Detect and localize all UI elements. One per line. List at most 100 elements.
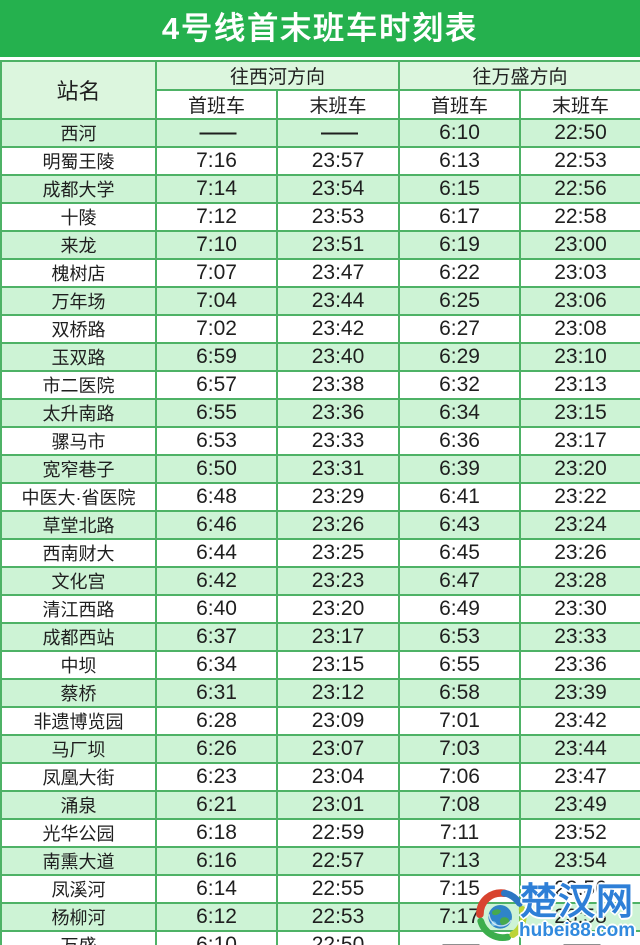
wansheng-first-train-cell: 7:01 bbox=[398, 706, 522, 736]
wansheng-last-train-cell: 23:15 bbox=[519, 398, 640, 428]
station-name-cell: 马厂坝 bbox=[0, 734, 157, 764]
station-name-cell: 成都西站 bbox=[0, 622, 157, 652]
table-row: 成都大学 7:14 23:54 6:15 22:56 bbox=[0, 174, 640, 204]
train-type-header-row: 首班车 末班车 首班车 末班车 bbox=[1, 89, 640, 120]
table-row: 万年场 7:04 23:44 6:25 23:06 bbox=[0, 286, 640, 316]
station-name-cell: 市二医院 bbox=[0, 370, 157, 400]
table-row: 市二医院 6:57 23:38 6:32 23:13 bbox=[0, 370, 640, 400]
wansheng-last-train-cell: 23:17 bbox=[519, 426, 640, 456]
station-name-cell: 非遗博览园 bbox=[0, 706, 157, 736]
wansheng-last-train-cell: 22:53 bbox=[519, 146, 640, 176]
xihe-last-train-cell: 23:40 bbox=[275, 342, 401, 372]
station-name-cell: 涌泉 bbox=[0, 790, 157, 820]
wansheng-first-train-cell: 7:15 bbox=[398, 874, 522, 904]
xihe-first-train-cell: 7:02 bbox=[155, 314, 278, 344]
xihe-first-train-cell: 7:07 bbox=[155, 258, 278, 288]
xihe-last-train-cell: 23:09 bbox=[275, 706, 401, 736]
timetable: 站名 往西河方向 往万盛方向 首班车 末班车 首班车 末班车 西河 —— —— … bbox=[0, 60, 640, 945]
table-row: 南熏大道 6:16 22:57 7:13 23:54 bbox=[0, 846, 640, 876]
xihe-first-train-header: 首班车 bbox=[155, 89, 278, 120]
xihe-first-train-cell: 7:04 bbox=[155, 286, 278, 316]
xihe-last-train-cell: 23:57 bbox=[275, 146, 401, 176]
wansheng-last-train-cell: 23:36 bbox=[519, 650, 640, 680]
xihe-first-train-cell: 6:21 bbox=[155, 790, 278, 820]
xihe-first-train-cell: 7:12 bbox=[155, 202, 278, 232]
station-name-cell: 槐树店 bbox=[0, 258, 157, 288]
xihe-first-train-cell: 6:26 bbox=[155, 734, 278, 764]
station-name-cell: 凤凰大街 bbox=[0, 762, 157, 792]
station-name-cell: 中坝 bbox=[0, 650, 157, 680]
wansheng-last-train-cell: 23:03 bbox=[519, 258, 640, 288]
wansheng-first-train-cell: 6:34 bbox=[398, 398, 522, 428]
wansheng-first-train-cell: 7:06 bbox=[398, 762, 522, 792]
table-row: 光华公园 6:18 22:59 7:11 23:52 bbox=[0, 818, 640, 848]
table-row: 玉双路 6:59 23:40 6:29 23:10 bbox=[0, 342, 640, 372]
wansheng-last-train-cell: 23:39 bbox=[519, 678, 640, 708]
wansheng-first-train-cell: 7:17 bbox=[398, 902, 522, 932]
table-row: 骡马市 6:53 23:33 6:36 23:17 bbox=[0, 426, 640, 456]
wansheng-first-train-cell: 6:13 bbox=[398, 146, 522, 176]
table-row: 文化宫 6:42 23:23 6:47 23:28 bbox=[0, 566, 640, 596]
table-row: 槐树店 7:07 23:47 6:22 23:03 bbox=[0, 258, 640, 288]
table-row: 成都西站 6:37 23:17 6:53 23:33 bbox=[0, 622, 640, 652]
direction-header-row: 站名 往西河方向 往万盛方向 bbox=[0, 60, 640, 120]
table-row: 西河 —— —— 6:10 22:50 bbox=[0, 118, 640, 148]
xihe-last-train-cell: 23:38 bbox=[275, 370, 401, 400]
wansheng-last-train-cell: 22:56 bbox=[519, 174, 640, 204]
station-name-cell: 成都大学 bbox=[0, 174, 157, 204]
xihe-first-train-cell: 6:55 bbox=[155, 398, 278, 428]
station-name-cell: 十陵 bbox=[0, 202, 157, 232]
table-row: 蔡桥 6:31 23:12 6:58 23:39 bbox=[0, 678, 640, 708]
wansheng-last-train-cell: 22:50 bbox=[519, 118, 640, 148]
wansheng-first-train-cell: 7:03 bbox=[398, 734, 522, 764]
wansheng-last-train-cell: 23:10 bbox=[519, 342, 640, 372]
xihe-first-train-cell: 6:57 bbox=[155, 370, 278, 400]
station-name-cell: 西河 bbox=[0, 118, 157, 148]
table-row: 凤凰大街 6:23 23:04 7:06 23:47 bbox=[0, 762, 640, 792]
wansheng-last-train-cell: 23:26 bbox=[519, 538, 640, 568]
xihe-last-train-cell: 23:23 bbox=[275, 566, 401, 596]
station-name-cell: 中医大·省医院 bbox=[0, 482, 157, 512]
xihe-first-train-cell: 6:12 bbox=[155, 902, 278, 932]
wansheng-first-train-cell: 6:49 bbox=[398, 594, 522, 624]
xihe-last-train-cell: 23:54 bbox=[275, 174, 401, 204]
wansheng-first-train-cell: 6:29 bbox=[398, 342, 522, 372]
wansheng-first-train-cell: 6:32 bbox=[398, 370, 522, 400]
station-name-cell: 万年场 bbox=[0, 286, 157, 316]
wansheng-first-train-cell: 6:47 bbox=[398, 566, 522, 596]
xihe-first-train-cell: 6:42 bbox=[155, 566, 278, 596]
xihe-last-train-cell: 23:07 bbox=[275, 734, 401, 764]
wansheng-last-train-cell: 23:42 bbox=[519, 706, 640, 736]
table-row: 西南财大 6:44 23:25 6:45 23:26 bbox=[0, 538, 640, 568]
xihe-last-train-cell: 23:29 bbox=[275, 482, 401, 512]
wansheng-last-train-cell: 23:22 bbox=[519, 482, 640, 512]
wansheng-last-train-cell: 23:24 bbox=[519, 510, 640, 540]
wansheng-first-train-cell: 6:39 bbox=[398, 454, 522, 484]
xihe-last-train-cell: 22:53 bbox=[275, 902, 401, 932]
station-name-cell: 西南财大 bbox=[0, 538, 157, 568]
xihe-first-train-cell: 6:50 bbox=[155, 454, 278, 484]
wansheng-last-train-cell: 23:06 bbox=[519, 286, 640, 316]
xihe-first-train-cell: 6:34 bbox=[155, 650, 278, 680]
wansheng-last-train-cell: 23:08 bbox=[519, 314, 640, 344]
xihe-last-train-cell: 23:25 bbox=[275, 538, 401, 568]
wansheng-first-train-cell: 6:36 bbox=[398, 426, 522, 456]
wansheng-last-train-cell: 23:49 bbox=[519, 790, 640, 820]
xihe-first-train-cell: 7:10 bbox=[155, 230, 278, 260]
wansheng-first-train-cell: 7:13 bbox=[398, 846, 522, 876]
station-name-cell: 光华公园 bbox=[0, 818, 157, 848]
wansheng-first-train-cell: 6:53 bbox=[398, 622, 522, 652]
station-name-cell: 万盛 bbox=[0, 930, 157, 945]
wansheng-first-train-cell: 6:45 bbox=[398, 538, 522, 568]
xihe-first-train-cell: 6:44 bbox=[155, 538, 278, 568]
wansheng-first-train-cell: —— bbox=[398, 930, 522, 945]
xihe-last-train-cell: 23:47 bbox=[275, 258, 401, 288]
xihe-first-train-cell: 7:14 bbox=[155, 174, 278, 204]
station-name-cell: 玉双路 bbox=[0, 342, 157, 372]
xihe-last-train-cell: 23:31 bbox=[275, 454, 401, 484]
xihe-first-train-cell: 6:28 bbox=[155, 706, 278, 736]
xihe-first-train-cell: 6:46 bbox=[155, 510, 278, 540]
station-name-cell: 太升南路 bbox=[0, 398, 157, 428]
wansheng-first-train-cell: 6:15 bbox=[398, 174, 522, 204]
xihe-last-train-cell: 22:50 bbox=[275, 930, 401, 945]
